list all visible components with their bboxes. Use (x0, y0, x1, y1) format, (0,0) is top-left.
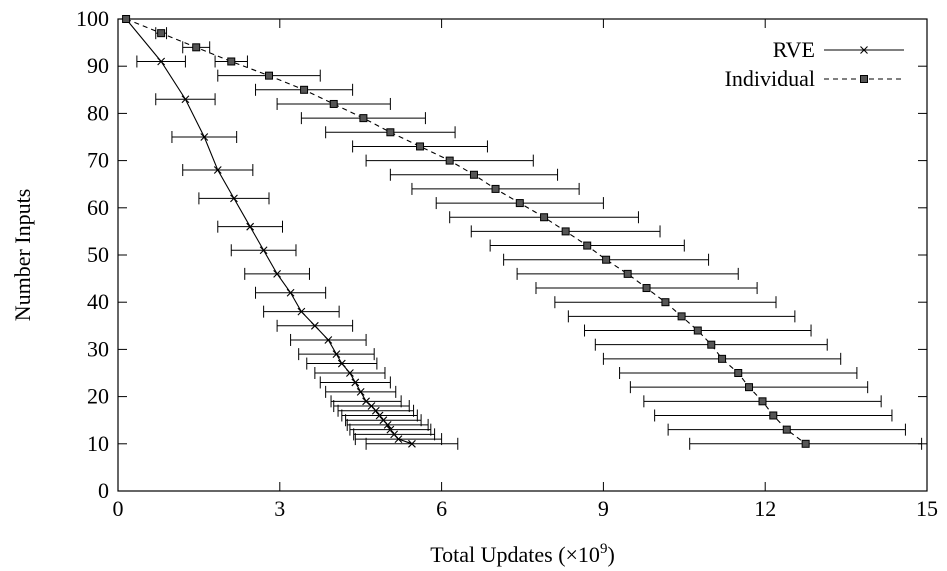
data-point (337, 359, 346, 368)
data-point (157, 29, 166, 38)
data-point (801, 439, 810, 448)
legend: RVE Individual (725, 37, 904, 91)
data-point (265, 71, 274, 80)
data-point (122, 15, 131, 23)
data-point (346, 369, 354, 377)
data-point (230, 194, 238, 203)
data-point (273, 269, 281, 278)
data-point (227, 57, 236, 66)
data-point (642, 284, 651, 293)
data-point (356, 387, 365, 396)
y-axis-label: Number Inputs (10, 189, 35, 322)
data-point (623, 269, 632, 278)
data-point (259, 246, 268, 255)
data-point (300, 85, 309, 94)
data-point (469, 170, 478, 179)
legend-marker-individual (860, 75, 868, 83)
axes: 0 3 6 9 12 15 0 10 20 30 40 50 60 70 80 90 100 (76, 6, 938, 521)
data-point (192, 43, 201, 52)
x-tick-label: 0 (113, 496, 124, 521)
data-point (408, 439, 416, 448)
data-point (383, 421, 392, 429)
data-point (329, 99, 338, 108)
x-axis-label-end: ) (607, 542, 614, 567)
y-tick-label: 40 (87, 289, 109, 314)
series-line (125, 18, 806, 445)
y-tick-label: 50 (87, 242, 109, 267)
x-axis-label: Total Updates (×109) (430, 541, 615, 567)
data-point (246, 222, 255, 231)
data-point (181, 95, 190, 104)
data-point (540, 213, 549, 222)
series-individual (122, 15, 923, 450)
y-tick-label: 30 (87, 336, 109, 361)
data-point (386, 425, 395, 434)
y-tick-label: 100 (76, 6, 109, 31)
data-point (200, 133, 209, 141)
x-axis-label-main: Total Updates (×10 (430, 542, 600, 567)
data-point (213, 166, 222, 174)
x-tick-label: 3 (274, 496, 285, 521)
data-point (718, 354, 727, 363)
data-point (310, 321, 319, 330)
series-layer (122, 15, 923, 450)
data-point (371, 406, 380, 415)
data-point (769, 411, 778, 420)
data-point (734, 369, 743, 377)
x-tick-label: 6 (436, 496, 447, 521)
series-line (125, 18, 413, 445)
data-point (707, 340, 716, 349)
data-point (602, 255, 611, 264)
data-point (745, 383, 754, 392)
x-axis-label-exponent: 9 (600, 541, 608, 557)
data-point (782, 425, 791, 434)
legend-label-individual: Individual (725, 66, 815, 91)
y-tick-label: 60 (87, 195, 109, 220)
data-point (375, 411, 384, 420)
series-rve (122, 15, 459, 450)
y-tick-label: 90 (87, 53, 109, 78)
y-tick-label: 70 (87, 148, 109, 173)
y-tick-label: 0 (98, 478, 109, 503)
data-point (157, 57, 166, 66)
data-point (445, 156, 454, 165)
data-point (286, 288, 295, 297)
data-point (561, 227, 570, 236)
data-point (324, 336, 333, 344)
data-point (351, 378, 360, 387)
data-point (758, 397, 767, 406)
y-tick-label: 20 (87, 384, 109, 409)
data-point (416, 142, 425, 151)
data-point (661, 298, 670, 307)
data-point (693, 326, 702, 335)
data-point (359, 114, 368, 123)
data-point (583, 241, 592, 250)
data-point (386, 128, 395, 137)
x-tick-label: 12 (754, 496, 776, 521)
data-point (332, 350, 341, 359)
data-point (491, 184, 500, 193)
data-point (677, 312, 686, 321)
data-point (297, 307, 306, 316)
x-tick-label: 9 (598, 496, 609, 521)
y-tick-label: 80 (87, 100, 109, 125)
x-tick-label: 15 (916, 496, 938, 521)
legend-marker-rve (860, 46, 868, 54)
data-point (394, 435, 403, 443)
data-point (515, 199, 524, 208)
legend-label-rve: RVE (773, 37, 815, 62)
y-tick-label: 10 (87, 431, 109, 456)
